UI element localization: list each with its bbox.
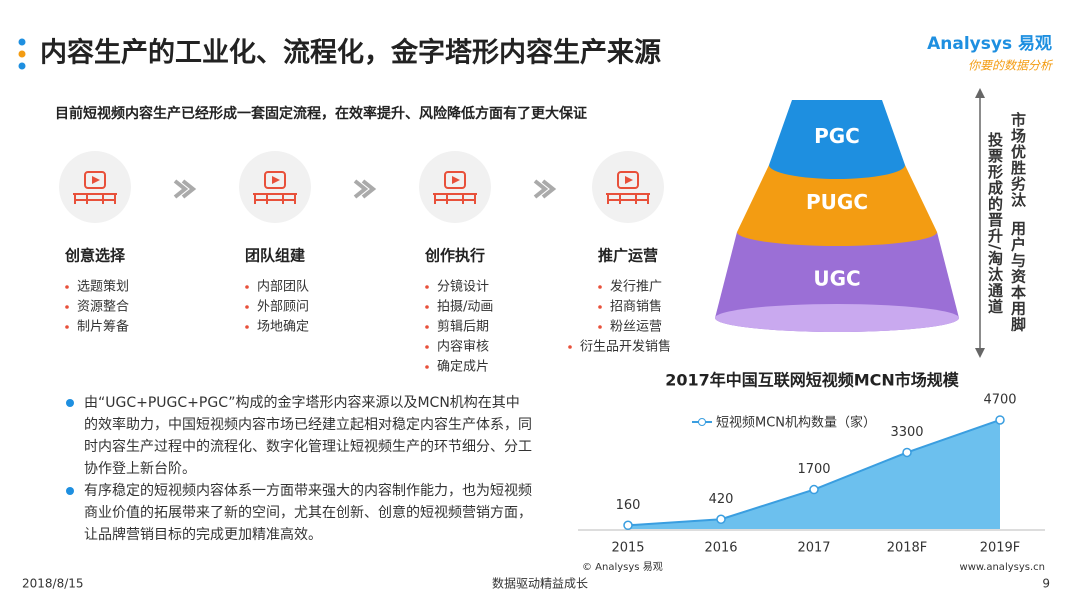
bullet-dot (598, 285, 602, 289)
footer-slogan: 数据驱动精益成长 (492, 576, 588, 591)
bullet-dot (425, 325, 429, 329)
data-label: 3300 (890, 425, 923, 440)
step-item: 内部团队 (257, 279, 309, 295)
pyramid-base (715, 304, 959, 332)
chart-title: 2017年中国互联网短视频MCN市场规模 (665, 371, 960, 390)
bullet-dot (245, 325, 249, 329)
bullet-dot (66, 399, 74, 407)
x-tick-label: 2018F (887, 541, 928, 556)
step-label: 创作执行 (424, 247, 485, 265)
x-tick-label: 2019F (980, 541, 1021, 556)
x-tick-label: 2017 (797, 541, 830, 556)
step-arrow (173, 179, 197, 199)
bullet-dot (425, 365, 429, 369)
step-icon (444, 171, 466, 189)
data-label: 4700 (983, 392, 1016, 407)
point (716, 514, 726, 525)
pyramid-level (769, 100, 905, 179)
step-item: 外部顾问 (257, 300, 309, 315)
step-arrow (533, 179, 557, 199)
step-arrow (353, 179, 377, 199)
point (902, 447, 912, 458)
step-icon (253, 193, 297, 204)
bullet-text: 有序稳定的短视频内容体系一方面带来强大的内容制作能力，也为短视频商业价值的拓展带… (84, 483, 532, 543)
pyramid-label: PUGC (806, 190, 868, 214)
step-item: 确定成片 (437, 360, 489, 375)
step-item: 招商销售 (610, 299, 662, 315)
step-icon (452, 176, 460, 184)
step-icon (433, 193, 477, 204)
data-label: 160 (616, 498, 641, 513)
point (995, 415, 1005, 425)
bullet-dot (568, 345, 572, 349)
bullet-dot (598, 305, 602, 309)
subtitle: 目前短视频内容生产已经形成一套固定流程，在效率提升、风险降低方面有了更大保证 (55, 105, 587, 122)
bullet-text: 由“UGC+PUGC+PGC”构成的金字塔形内容来源以及MCN机构在其中的效率助… (84, 395, 532, 477)
step-item: 内容审核 (437, 339, 489, 355)
step-label: 创意选择 (64, 247, 126, 265)
step-item: 资源整合 (77, 300, 129, 315)
deco (18, 62, 26, 70)
bullet-dot (65, 285, 69, 289)
step-item: 制片筹备 (77, 319, 129, 335)
step-label: 团队组建 (245, 247, 306, 265)
legend-label: 短视频MCN机构数量（家） (716, 415, 876, 431)
bullet-dot (425, 345, 429, 349)
logo: Analysys 易观 (927, 34, 1052, 54)
step-icon (617, 171, 639, 189)
step-icon (73, 193, 117, 204)
bullet-dot (65, 305, 69, 309)
deco (18, 38, 26, 46)
pyramid-note: 市场优胜劣汰 用户与资本用脚 (1009, 112, 1027, 333)
x-tick-label: 2015 (611, 541, 644, 556)
data-label: 1700 (797, 462, 830, 477)
step-icon (92, 176, 100, 184)
legend-marker (698, 418, 706, 426)
x-tick-label: 2016 (704, 541, 737, 556)
step-icon (606, 193, 650, 204)
step-icon (272, 176, 280, 184)
step-item: 分镜设计 (437, 280, 489, 295)
step-icon (264, 171, 286, 189)
deco (18, 50, 26, 58)
bullet-dot (425, 285, 429, 289)
page-number: 9 (1042, 577, 1050, 591)
step-item: 拍摄/动画 (437, 300, 493, 315)
pyramid-level (737, 165, 937, 246)
step-item: 剪辑后期 (437, 319, 489, 335)
area (628, 419, 1000, 529)
step-item: 选题策划 (77, 279, 129, 295)
pyramid-label: PGC (814, 124, 860, 148)
data-label: 420 (709, 492, 734, 507)
footer-date: 2018/8/15 (22, 577, 84, 591)
step-item: 场地确定 (257, 320, 309, 335)
point (623, 520, 633, 531)
step-label: 推广运营 (598, 247, 658, 265)
bullet-dot (425, 305, 429, 309)
title: 内容生产的工业化、流程化，金字塔形内容生产来源 (40, 37, 661, 69)
website: www.analysys.cn (960, 562, 1045, 573)
bullet-dot (65, 325, 69, 329)
bullet-dot (245, 285, 249, 289)
source: © Analysys 易观 (582, 561, 663, 573)
point (809, 484, 819, 495)
slogan: 你要的数据分析 (968, 59, 1054, 73)
pyramid-note: 投票形成的晋升/淘汰通道 (986, 132, 1004, 315)
step-item: 粉丝运营 (610, 320, 662, 335)
step-item: 发行推广 (610, 279, 662, 295)
step-icon (625, 176, 633, 184)
step-item: 衍生品开发销售 (580, 339, 671, 355)
bullet-dot (66, 487, 74, 495)
pyramid-label: UGC (813, 267, 860, 291)
bullet-dot (598, 325, 602, 329)
bullet-dot (245, 305, 249, 309)
step-icon (84, 171, 106, 189)
